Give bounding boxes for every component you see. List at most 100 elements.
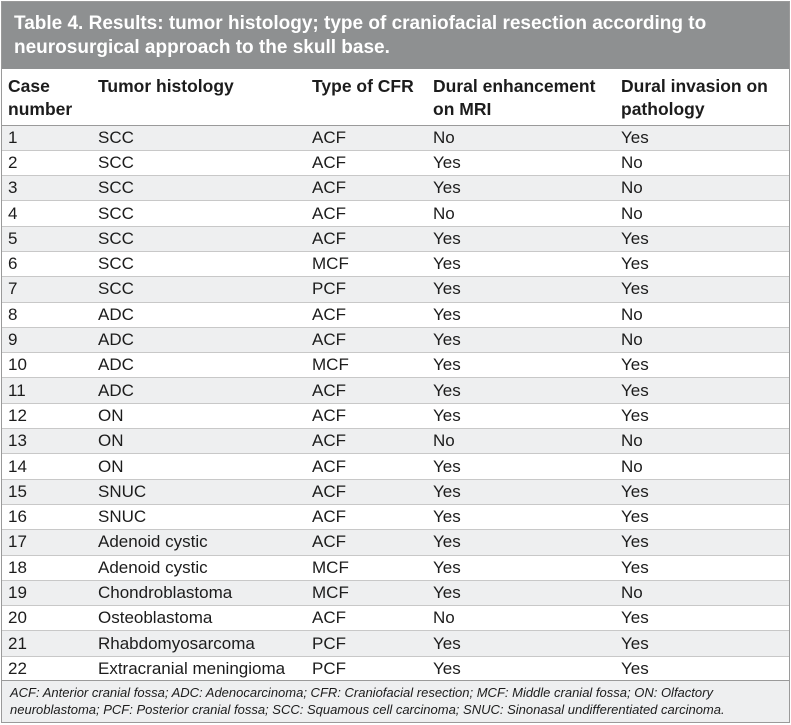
cell-tumor-histology: ADC <box>92 377 306 404</box>
table-row: 7 SCC PCF Yes Yes <box>2 276 789 303</box>
cell-case-number: 12 <box>2 403 92 430</box>
table-row: 16 SNUC ACF Yes Yes <box>2 504 789 531</box>
cell-tumor-histology: SCC <box>92 251 306 278</box>
cell-type-of-cfr: ACF <box>306 428 427 455</box>
cell-dural-enhancement: Yes <box>427 226 615 252</box>
cell-dural-enhancement: Yes <box>427 352 615 379</box>
cell-dural-enhancement: Yes <box>427 453 615 480</box>
table-footnote: ACF: Anterior cranial fossa; ADC: Adenoc… <box>2 680 789 722</box>
cell-type-of-cfr: ACF <box>306 453 427 480</box>
cell-dural-enhancement: Yes <box>427 302 615 328</box>
cell-tumor-histology: SCC <box>92 276 306 303</box>
cell-type-of-cfr: ACF <box>306 200 427 227</box>
header-tumor-histology: Tumor histology <box>92 69 306 126</box>
cell-dural-invasion: Yes <box>615 352 789 379</box>
table-row: 14 ON ACF Yes No <box>2 453 789 480</box>
header-row: Case number Tumor histology Type of CFR … <box>2 69 789 126</box>
cell-case-number: 5 <box>2 226 92 252</box>
cell-case-number: 6 <box>2 251 92 278</box>
table-row: 3 SCC ACF Yes No <box>2 175 789 202</box>
cell-type-of-cfr: PCF <box>306 630 427 657</box>
cell-tumor-histology: ADC <box>92 327 306 354</box>
cell-case-number: 13 <box>2 428 92 455</box>
cell-type-of-cfr: MCF <box>306 251 427 278</box>
table-row: 20 Osteoblastoma ACF No Yes <box>2 605 789 632</box>
table-body: 1 SCC ACF No Yes 2 SCC ACF Yes No 3 SCC ACF Yes No 4 SCC… <box>2 125 789 683</box>
cell-dural-invasion: No <box>615 200 789 227</box>
cell-dural-invasion: Yes <box>615 276 789 303</box>
cell-case-number: 17 <box>2 529 92 556</box>
cell-tumor-histology: ON <box>92 403 306 430</box>
cell-tumor-histology: Adenoid cystic <box>92 529 306 556</box>
cell-type-of-cfr: ACF <box>306 504 427 531</box>
cell-tumor-histology: SCC <box>92 200 306 227</box>
cell-dural-enhancement: Yes <box>427 377 615 404</box>
cell-tumor-histology: Extracranial meningioma <box>92 656 306 683</box>
cell-dural-invasion: Yes <box>615 125 789 151</box>
table-row: 17 Adenoid cystic ACF Yes Yes <box>2 529 789 556</box>
cell-dural-invasion: Yes <box>615 630 789 657</box>
table-row: 22 Extracranial meningioma PCF Yes Yes <box>2 656 789 683</box>
cell-type-of-cfr: ACF <box>306 125 427 151</box>
cell-dural-enhancement: Yes <box>427 580 615 607</box>
cell-tumor-histology: SCC <box>92 226 306 252</box>
cell-dural-enhancement: No <box>427 428 615 455</box>
cell-type-of-cfr: PCF <box>306 656 427 683</box>
table-row: 8 ADC ACF Yes No <box>2 302 789 328</box>
table-row: 11 ADC ACF Yes Yes <box>2 377 789 404</box>
cell-type-of-cfr: PCF <box>306 276 427 303</box>
table-row: 21 Rhabdomyosarcoma PCF Yes Yes <box>2 630 789 657</box>
cell-type-of-cfr: ACF <box>306 605 427 632</box>
cell-type-of-cfr: ACF <box>306 403 427 430</box>
cell-tumor-histology: ADC <box>92 302 306 328</box>
header-type-of-cfr: Type of CFR <box>306 69 427 126</box>
table-row: 4 SCC ACF No No <box>2 200 789 227</box>
cell-type-of-cfr: MCF <box>306 352 427 379</box>
table-row: 6 SCC MCF Yes Yes <box>2 251 789 278</box>
cell-type-of-cfr: ACF <box>306 377 427 404</box>
table-row: 15 SNUC ACF Yes Yes <box>2 479 789 505</box>
cell-dural-invasion: No <box>615 327 789 354</box>
cell-case-number: 22 <box>2 656 92 683</box>
table-row: 18 Adenoid cystic MCF Yes Yes <box>2 555 789 581</box>
cell-tumor-histology: SCC <box>92 125 306 151</box>
cell-dural-enhancement: Yes <box>427 403 615 430</box>
cell-dural-enhancement: No <box>427 200 615 227</box>
cell-tumor-histology: Adenoid cystic <box>92 555 306 581</box>
cell-case-number: 7 <box>2 276 92 303</box>
cell-dural-enhancement: Yes <box>427 656 615 683</box>
cell-dural-invasion: Yes <box>615 226 789 252</box>
cell-type-of-cfr: ACF <box>306 529 427 556</box>
table-row: 19 Chondroblastoma MCF Yes No <box>2 580 789 607</box>
cell-dural-enhancement: Yes <box>427 251 615 278</box>
cell-dural-invasion: Yes <box>615 403 789 430</box>
cell-dural-enhancement: Yes <box>427 150 615 177</box>
cell-tumor-histology: ADC <box>92 352 306 379</box>
cell-dural-invasion: No <box>615 428 789 455</box>
cell-dural-enhancement: Yes <box>427 630 615 657</box>
cell-dural-invasion: Yes <box>615 605 789 632</box>
cell-dural-enhancement: Yes <box>427 327 615 354</box>
cell-dural-enhancement: No <box>427 605 615 632</box>
cell-case-number: 4 <box>2 200 92 227</box>
cell-type-of-cfr: ACF <box>306 175 427 202</box>
cell-type-of-cfr: ACF <box>306 150 427 177</box>
header-case-number: Case number <box>2 69 92 126</box>
cell-dural-invasion: No <box>615 150 789 177</box>
cell-case-number: 20 <box>2 605 92 632</box>
cell-tumor-histology: SCC <box>92 150 306 177</box>
cell-case-number: 1 <box>2 125 92 151</box>
cell-case-number: 18 <box>2 555 92 581</box>
cell-dural-invasion: No <box>615 175 789 202</box>
cell-dural-enhancement: Yes <box>427 175 615 202</box>
cell-dural-enhancement: Yes <box>427 529 615 556</box>
table-row: 5 SCC ACF Yes Yes <box>2 226 789 252</box>
cell-case-number: 16 <box>2 504 92 531</box>
cell-dural-enhancement: Yes <box>427 479 615 505</box>
cell-tumor-histology: Osteoblastoma <box>92 605 306 632</box>
cell-dural-invasion: No <box>615 302 789 328</box>
header-dural-enhancement: Dural enhancement on MRI <box>427 69 615 126</box>
cell-dural-enhancement: Yes <box>427 555 615 581</box>
cell-case-number: 3 <box>2 175 92 202</box>
cell-tumor-histology: ON <box>92 453 306 480</box>
